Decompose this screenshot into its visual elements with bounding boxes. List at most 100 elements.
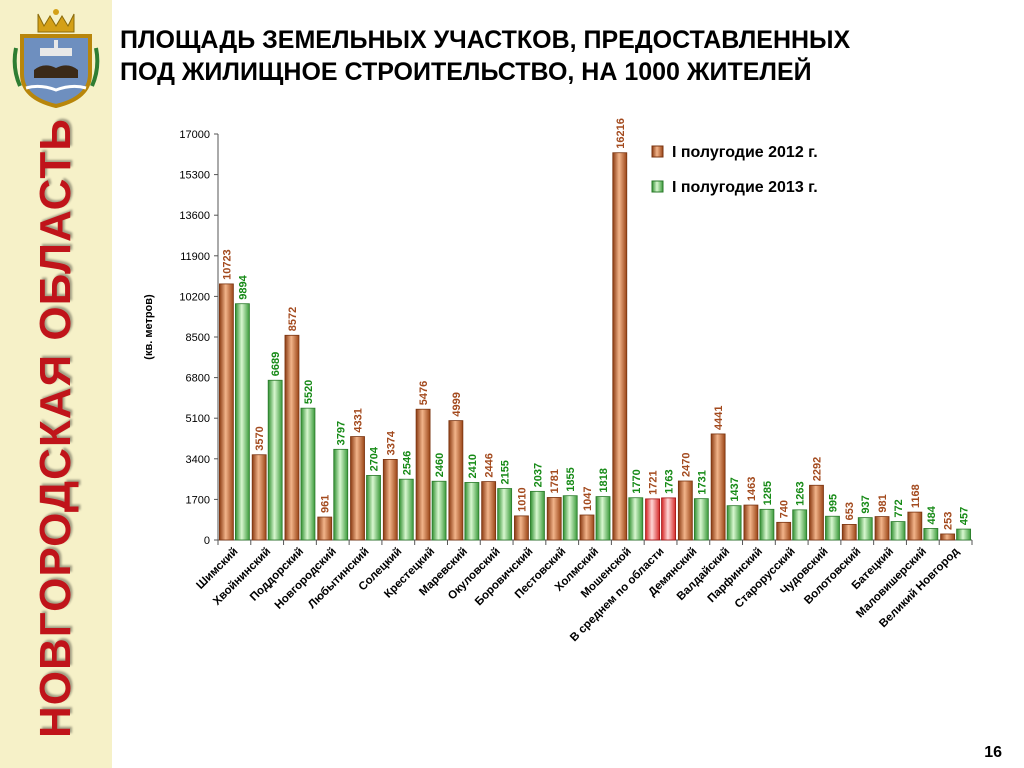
data-label-2013: 3797 bbox=[336, 421, 348, 445]
bar-2012 bbox=[645, 498, 660, 541]
bar-2012 bbox=[350, 436, 365, 541]
data-label-2012: 10723 bbox=[221, 249, 233, 280]
data-label-2012: 8572 bbox=[287, 307, 299, 331]
bar-2012 bbox=[382, 459, 398, 541]
y-tick-label: 8500 bbox=[186, 332, 210, 344]
data-label-2012: 2470 bbox=[680, 453, 692, 477]
bar-2012 bbox=[546, 497, 562, 541]
bar-2012 bbox=[448, 420, 464, 541]
data-label-2012: 1463 bbox=[746, 477, 758, 501]
data-label-2012: 253 bbox=[943, 512, 955, 530]
x-category-label: Волотовский bbox=[802, 546, 863, 607]
y-tick-label: 0 bbox=[204, 535, 210, 547]
data-label-2012: 1721 bbox=[648, 470, 660, 494]
bar-2013 bbox=[562, 495, 578, 541]
data-label-2013: 2460 bbox=[434, 453, 446, 477]
bar-2012 bbox=[317, 516, 333, 541]
coat-of-arms-icon bbox=[12, 9, 100, 108]
data-label-2013: 6689 bbox=[270, 352, 282, 376]
x-category-label: Старорусский bbox=[733, 546, 798, 611]
y-tick-label: 6800 bbox=[186, 373, 210, 385]
data-label-2012: 4331 bbox=[353, 408, 365, 432]
data-label-2013: 5520 bbox=[303, 380, 315, 404]
page-title-line-1: ПЛОЩАДЬ ЗЕМЕЛЬНЫХ УЧАСТКОВ, ПРЕДОСТАВЛЕН… bbox=[120, 26, 851, 54]
bar-2013 bbox=[661, 497, 676, 541]
bar-2013 bbox=[693, 498, 709, 541]
data-label-2012: 2446 bbox=[484, 453, 496, 477]
data-label-2012: 2292 bbox=[811, 457, 823, 481]
data-label-2013: 995 bbox=[827, 494, 839, 512]
bar-2012 bbox=[776, 521, 792, 541]
data-label-2013: 1263 bbox=[795, 481, 807, 505]
x-category-label: Боровичский bbox=[473, 546, 536, 609]
bar-2013 bbox=[300, 407, 316, 541]
data-label-2012: 16216 bbox=[615, 118, 627, 149]
y-tick-label: 1700 bbox=[186, 494, 210, 506]
data-label-2013: 1818 bbox=[598, 468, 610, 492]
data-label-2012: 740 bbox=[779, 500, 791, 518]
bar-2013 bbox=[234, 303, 250, 541]
data-label-2012: 5476 bbox=[418, 381, 430, 405]
bar-2012 bbox=[284, 334, 300, 541]
bar-2013 bbox=[923, 528, 939, 541]
y-tick-label: 13600 bbox=[179, 210, 210, 222]
data-label-2013: 484 bbox=[926, 505, 938, 524]
data-label-2013: 937 bbox=[860, 495, 872, 513]
data-label-2012: 1781 bbox=[549, 469, 561, 493]
bar-2013 bbox=[726, 505, 742, 541]
bar-2013 bbox=[431, 480, 447, 541]
bar-2012 bbox=[218, 283, 234, 541]
bar-2013 bbox=[530, 490, 545, 541]
data-label-2013: 1731 bbox=[696, 470, 708, 494]
y-tick-label: 10200 bbox=[179, 291, 210, 303]
y-axis-title: (кв. метров) bbox=[143, 294, 155, 360]
bar-2013 bbox=[956, 528, 972, 541]
bar-2012 bbox=[514, 515, 529, 541]
y-tick-label: 11900 bbox=[180, 251, 210, 263]
bar-2012 bbox=[874, 516, 890, 541]
y-tick-label: 3400 bbox=[186, 454, 210, 466]
data-label-2013: 2410 bbox=[467, 454, 479, 478]
bar-2013 bbox=[825, 515, 840, 541]
data-label-2012: 981 bbox=[877, 494, 889, 512]
data-label-2012: 1010 bbox=[516, 487, 528, 511]
page-title: ПЛОЩАДЬ ЗЕМЕЛЬНЫХ УЧАСТКОВ, ПРЕДОСТАВЛЕН… bbox=[120, 24, 1000, 88]
y-tick-label: 5100 bbox=[186, 413, 210, 425]
bar-2013 bbox=[792, 509, 808, 541]
bar-2012 bbox=[579, 514, 595, 541]
bar-2012 bbox=[415, 408, 431, 541]
bar-2013 bbox=[857, 517, 873, 541]
data-label-2012: 4441 bbox=[713, 405, 725, 429]
x-category-label: Хвойнинский bbox=[211, 546, 273, 608]
bar-2012 bbox=[251, 454, 267, 541]
legend-label-2013: I полугодие 2013 г. bbox=[672, 179, 818, 196]
bar-2012 bbox=[907, 511, 923, 541]
bar-2013 bbox=[398, 478, 414, 541]
bar-2012 bbox=[481, 481, 497, 541]
data-label-2013: 1763 bbox=[664, 469, 676, 493]
bar-2012 bbox=[710, 433, 726, 541]
data-label-2013: 2155 bbox=[500, 460, 512, 484]
bar-2013 bbox=[890, 521, 906, 541]
page-number: 16 bbox=[984, 744, 1002, 761]
y-tick-label: 17000 bbox=[179, 129, 210, 141]
bar-2012 bbox=[743, 504, 759, 541]
data-label-2013: 9894 bbox=[237, 274, 249, 299]
bar-2013 bbox=[595, 496, 611, 541]
data-label-2012: 3570 bbox=[254, 426, 266, 450]
bar-2012 bbox=[841, 524, 857, 541]
legend-swatch-2012 bbox=[651, 145, 664, 158]
data-label-2013: 2546 bbox=[401, 451, 413, 475]
bar-2013 bbox=[628, 497, 644, 541]
data-label-2012: 961 bbox=[320, 495, 332, 513]
legend-label-2012: I полугодие 2012 г. bbox=[672, 144, 818, 161]
bar-2012 bbox=[809, 484, 824, 541]
bar-2013 bbox=[464, 482, 480, 541]
bar-2013 bbox=[267, 379, 283, 541]
data-label-2013: 1855 bbox=[565, 467, 577, 491]
bar-2013 bbox=[366, 475, 381, 541]
sidebar: НОВГОРОДСКАЯ ОБЛАСТЬ bbox=[0, 0, 112, 768]
data-label-2013: 1437 bbox=[729, 477, 741, 501]
data-label-2012: 4999 bbox=[451, 392, 463, 416]
